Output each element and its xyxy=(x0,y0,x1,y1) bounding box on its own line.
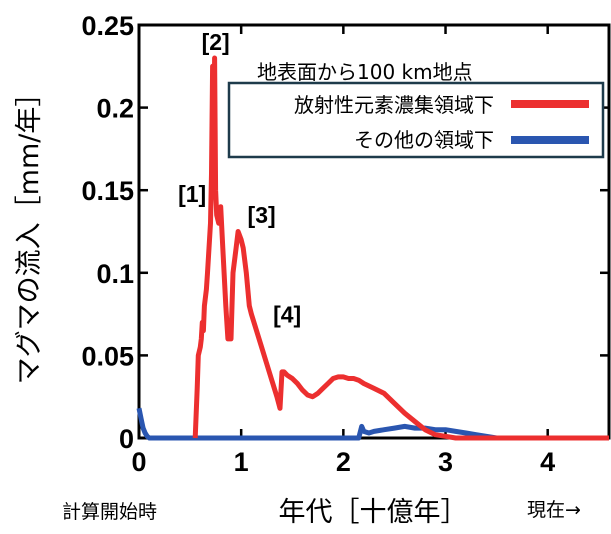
plot-frame xyxy=(137,23,611,440)
y-tick-label: 0 xyxy=(119,424,134,454)
peak-label-1: [1] xyxy=(178,181,206,207)
x-tick-label: 4 xyxy=(540,447,555,477)
x-start-label: 計算開始時 xyxy=(62,501,157,523)
x-axis-label: 年代［十億年］ xyxy=(279,497,468,528)
y-tick-label: 0.2 xyxy=(96,94,134,124)
x-tick-label: 1 xyxy=(234,447,249,477)
x-axis-ticks: 0 1 2 3 4 xyxy=(131,25,555,477)
y-tick-label: 0.1 xyxy=(96,259,134,289)
legend-label-other-region: その他の領域下 xyxy=(354,128,494,152)
y-tick-label: 0.25 xyxy=(81,11,134,41)
peak-label-3: [3] xyxy=(248,202,276,228)
series-line-radioactive-region xyxy=(192,55,609,441)
series-line-other-region xyxy=(136,407,609,441)
x-tick-label: 2 xyxy=(336,447,351,477)
peak-label-4: [4] xyxy=(273,301,301,327)
y-axis-ticks: 0 0.05 0.1 0.15 0.2 0.25 xyxy=(81,11,609,454)
series-lines xyxy=(136,55,609,441)
x-tick-label: 0 xyxy=(131,447,146,477)
legend-label-radioactive-region: 放射性元素濃集領域下 xyxy=(294,93,494,117)
peak-annotations: [1] [2] [3] [4] xyxy=(178,29,301,328)
legend-title: 地表面から100 km地点 xyxy=(257,60,473,84)
legend: 地表面から100 km地点 放射性元素濃集領域下 その他の領域下 xyxy=(227,60,605,159)
y-tick-label: 0.05 xyxy=(81,341,134,371)
x-end-label: 現在→ xyxy=(527,499,581,521)
peak-label-2: [2] xyxy=(202,29,230,55)
y-axis-label: マグマの流入［mm/年］ xyxy=(14,80,45,385)
legend-box xyxy=(227,81,605,159)
x-tick-label: 3 xyxy=(438,447,453,477)
y-tick-label: 0.15 xyxy=(81,176,134,206)
